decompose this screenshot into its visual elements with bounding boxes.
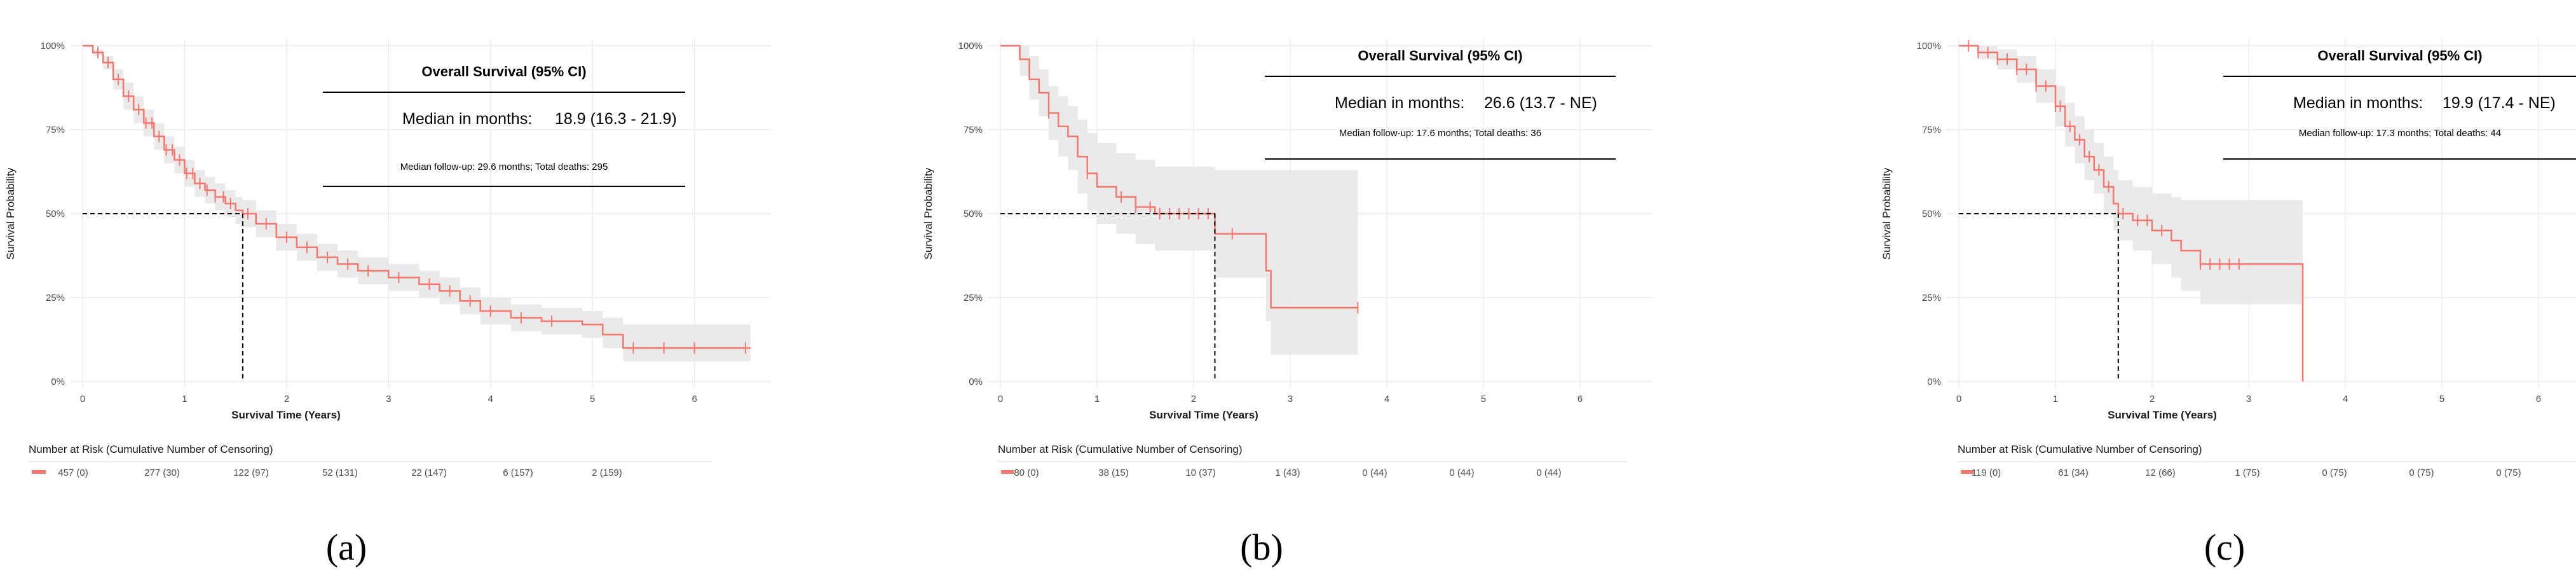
risk-cell: 52 (131) xyxy=(322,467,358,478)
risk-cell: 10 (37) xyxy=(1185,467,1216,478)
median-label: Median in months: xyxy=(2293,94,2423,112)
y-tick-label: 50% xyxy=(1922,209,1941,219)
risk-cell: 61 (34) xyxy=(2058,467,2089,478)
confidence-band xyxy=(1959,46,2303,305)
risk-cell: 457 (0) xyxy=(58,467,88,478)
panel-label: (a) xyxy=(326,527,367,568)
x-tick-label: 1 xyxy=(2053,394,2058,404)
risk-cell: 0 (75) xyxy=(2409,467,2434,478)
y-tick-label: 75% xyxy=(1922,125,1941,135)
median-value: 18.9 (16.3 - 21.9) xyxy=(555,110,677,128)
legend-title: Overall Survival (95% CI) xyxy=(2317,48,2482,64)
x-tick-label: 6 xyxy=(2536,394,2541,404)
x-tick-label: 4 xyxy=(2343,394,2348,404)
panel-label: (b) xyxy=(1240,527,1283,568)
x-tick-label: 0 xyxy=(998,394,1003,404)
risk-cell: 12 (66) xyxy=(2145,467,2176,478)
x-tick-label: 6 xyxy=(1578,394,1583,404)
y-axis-title: Survival Probability xyxy=(1881,167,1893,259)
median-value: 26.6 (13.7 - NE) xyxy=(1484,94,1597,112)
y-tick-label: 75% xyxy=(964,125,983,135)
x-tick-label: 5 xyxy=(2439,394,2444,404)
x-tick-label: 0 xyxy=(80,394,85,404)
median-value: 19.9 (17.4 - NE) xyxy=(2443,94,2556,112)
survival-curve xyxy=(83,45,751,349)
risk-cell: 1 (43) xyxy=(1275,467,1300,478)
y-tick-label: 25% xyxy=(1922,293,1941,303)
confidence-band xyxy=(1000,46,1358,355)
y-axis-title: Survival Probability xyxy=(4,167,17,259)
x-axis-title: Survival Time (Years) xyxy=(1149,409,1258,421)
y-tick-label: 100% xyxy=(1917,41,1941,52)
legend-title: Overall Survival (95% CI) xyxy=(421,64,586,79)
y-axis-title: Survival Probability xyxy=(922,167,934,259)
y-tick-label: 25% xyxy=(46,293,65,303)
x-axis-title: Survival Time (Years) xyxy=(231,409,341,421)
x-tick-label: 1 xyxy=(1094,394,1100,404)
x-tick-label: 1 xyxy=(182,394,187,404)
median-label: Median in months: xyxy=(402,110,532,128)
x-tick-label: 6 xyxy=(692,394,697,404)
risk-table-title: Number at Risk (Cumulative Number of Cen… xyxy=(1958,443,2202,455)
x-tick-label: 3 xyxy=(1288,394,1293,404)
km-panel-a: 0% 25% 50% 75% 100% 0 1 2 3 4 5 6 Survival Time (Yea… xyxy=(4,39,771,568)
x-tick-label: 5 xyxy=(1481,394,1486,404)
y-tick-label: 25% xyxy=(964,293,983,303)
y-tick-label: 100% xyxy=(41,41,65,52)
risk-table-title: Number at Risk (Cumulative Number of Cen… xyxy=(998,443,1243,455)
risk-cell: 0 (75) xyxy=(2496,467,2521,478)
km-panel-b: 0% 25% 50% 75% 100% 0 1 2 3 4 5 6 Survival Time (Yea… xyxy=(922,39,1653,568)
risk-cell: 0 (44) xyxy=(1536,467,1561,478)
risk-cell: 80 (0) xyxy=(1014,467,1039,478)
y-tick-label: 0% xyxy=(969,376,983,387)
x-tick-label: 5 xyxy=(590,394,595,404)
median-label: Median in months: xyxy=(1335,94,1464,112)
x-tick-label: 4 xyxy=(1384,394,1389,404)
y-tick-label: 75% xyxy=(46,125,65,135)
risk-cell: 122 (97) xyxy=(233,467,269,478)
survival-curve xyxy=(1959,45,2304,382)
x-tick-label: 2 xyxy=(2150,394,2155,404)
risk-cell: 0 (44) xyxy=(1362,467,1387,478)
risk-cell: 119 (0) xyxy=(1972,467,2001,478)
y-tick-label: 0% xyxy=(51,376,65,387)
risk-table-title: Number at Risk (Cumulative Number of Cen… xyxy=(29,443,273,455)
x-tick-label: 0 xyxy=(1956,394,1961,404)
x-tick-label: 3 xyxy=(386,394,391,404)
risk-cell: 0 (75) xyxy=(2322,467,2347,478)
x-axis-title: Survival Time (Years) xyxy=(2108,409,2217,421)
risk-cell: 6 (157) xyxy=(503,467,533,478)
y-tick-label: 50% xyxy=(46,209,65,219)
x-tick-label: 4 xyxy=(488,394,493,404)
y-tick-label: 0% xyxy=(1927,376,1941,387)
confidence-band xyxy=(83,46,751,362)
risk-cell: 1 (75) xyxy=(2235,467,2259,478)
legend-footnote: Median follow-up: 29.6 months; Total dea… xyxy=(400,162,608,172)
risk-cell: 277 (30) xyxy=(144,467,180,478)
x-tick-label: 2 xyxy=(284,394,289,404)
km-panel-c: 0% 25% 50% 75% 100% 0 1 2 3 4 5 6 Survival Time (Yea… xyxy=(1881,39,2576,568)
y-tick-label: 100% xyxy=(958,41,983,52)
risk-cell: 0 (44) xyxy=(1449,467,1474,478)
x-tick-label: 2 xyxy=(1191,394,1196,404)
risk-cell: 22 (147) xyxy=(411,467,447,478)
legend-footnote: Median follow-up: 17.3 months; Total dea… xyxy=(2299,128,2501,139)
legend-title: Overall Survival (95% CI) xyxy=(1358,48,1522,64)
legend-footnote: Median follow-up: 17.6 months; Total dea… xyxy=(1339,128,1541,139)
y-tick-label: 50% xyxy=(964,209,983,219)
risk-cell: 38 (15) xyxy=(1098,467,1129,478)
panel-label: (c) xyxy=(2204,527,2245,568)
risk-cell: 2 (159) xyxy=(592,467,622,478)
x-tick-label: 3 xyxy=(2246,394,2251,404)
